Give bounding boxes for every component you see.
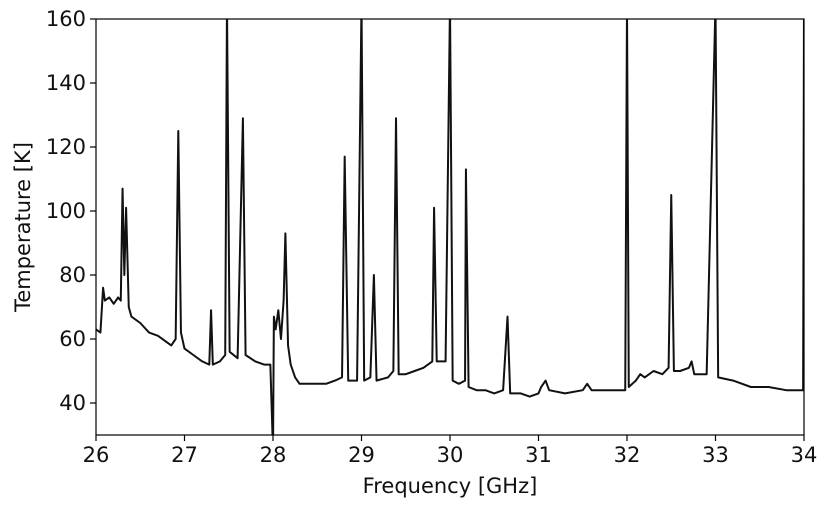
x-axis-label: Frequency [GHz]: [363, 474, 538, 498]
y-tick-label: 40: [59, 391, 86, 415]
x-tick-label: 29: [348, 443, 375, 467]
y-tick-label: 120: [46, 135, 86, 159]
x-tick-label: 27: [171, 443, 198, 467]
y-tick-label: 100: [46, 199, 86, 223]
x-tick-label: 26: [83, 443, 110, 467]
y-tick-label: 140: [46, 71, 86, 95]
y-axis-label: Temperature [K]: [11, 142, 35, 313]
x-tick-label: 28: [260, 443, 287, 467]
x-tick-label: 31: [525, 443, 552, 467]
x-tick-label: 33: [702, 443, 729, 467]
plot-frame: [95, 18, 805, 436]
y-tick-label: 60: [59, 327, 86, 351]
x-tick-label: 30: [437, 443, 464, 467]
data-line: [96, 19, 804, 435]
x-tick-label: 32: [614, 443, 641, 467]
y-tick-label: 80: [59, 263, 86, 287]
x-tick-label: 34: [791, 443, 818, 467]
y-tick-label: 160: [46, 7, 86, 31]
